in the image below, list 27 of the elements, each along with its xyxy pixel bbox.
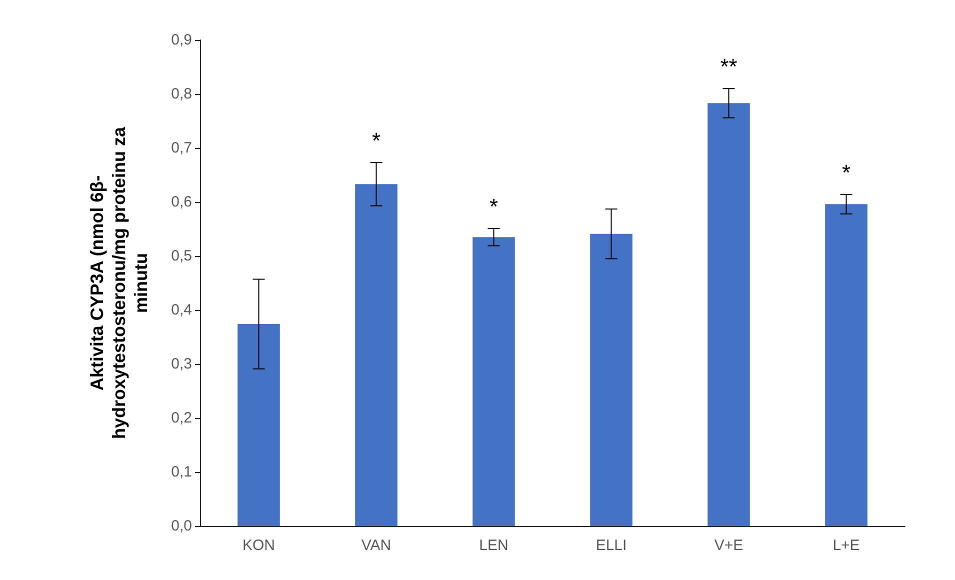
y-tick-label: 0,2 [171,410,192,426]
x-tick-label: LEN [479,537,508,554]
y-tick-label: 0,1 [171,464,192,480]
y-tick-label: 0,9 [171,32,192,48]
y-tick-label: 0,7 [171,140,192,156]
data-label: * [372,128,381,154]
bar [238,324,280,526]
y-axis-title: Aktivita CYP3A (nmol 6β-hydroxytestosteronu/mg proteinu za minutu [87,126,151,440]
bar [590,234,632,526]
data-label: ** [720,54,738,80]
x-tick-label: V+E [714,537,744,554]
x-tick-label: VAN [361,537,392,554]
data-label: * [842,160,851,185]
bar [825,204,868,526]
y-tick-label: 0,3 [171,356,192,372]
y-tick-label: 0,6 [171,194,192,210]
y-tick-label: 0,8 [171,86,192,102]
bar [355,184,398,526]
y-tick-label: 0,4 [171,302,192,318]
data-label: * [489,194,498,219]
bar [472,237,515,526]
bar [708,103,750,526]
y-tick-label: 0,5 [171,248,192,264]
y-tick-label: 0,0 [171,518,192,534]
x-tick-label: L+E [832,537,860,554]
x-tick-label: ELLI [596,537,627,554]
x-tick-label: KON [242,537,276,554]
